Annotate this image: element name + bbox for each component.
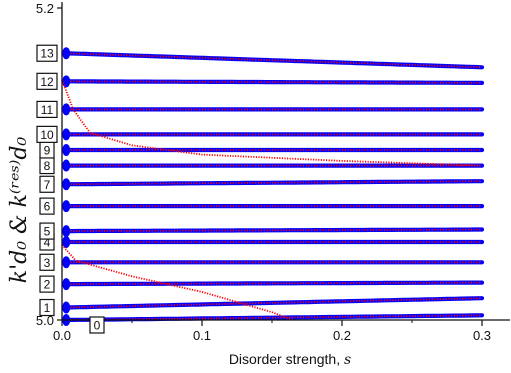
kprime-start-cluster-6 (62, 200, 71, 213)
y-axis-title: k'd₀ & k⁽ʳᵉˢ⁾d₀ (7, 137, 32, 284)
mode-label-box-10 (36, 125, 58, 143)
kprime-start-cluster-2 (62, 278, 71, 291)
kprime-start-cluster-9 (62, 143, 71, 156)
mode-label-box-0 (89, 316, 105, 334)
kprime-start-cluster-7 (62, 178, 71, 191)
mode-label-5: 5 (44, 225, 51, 239)
mode-label-11: 11 (41, 103, 54, 117)
kres-series-12 (64, 80, 482, 84)
mode-label-8: 8 (44, 159, 51, 173)
mode-label-0: 0 (94, 319, 101, 333)
kprime-start-cluster-5 (62, 225, 71, 238)
mode-label-3: 3 (44, 256, 51, 270)
kprime-start-cluster-13 (62, 47, 71, 60)
series-layer (61, 47, 485, 326)
x-tick-label-0.2: 0.2 (333, 328, 351, 343)
mode-label-2: 2 (44, 278, 51, 292)
mode-label-box-11 (36, 100, 58, 119)
kres-series-5 (64, 228, 482, 232)
mode-label-7: 7 (44, 178, 51, 192)
x-tick-label-0.3: 0.3 (473, 328, 491, 343)
x-tick-label-0.0: 0.0 (53, 328, 71, 343)
mode-label-1: 1 (44, 301, 51, 315)
mode-label-box-5 (39, 222, 55, 240)
mode-label-4: 4 (44, 236, 51, 250)
mode-label-6: 6 (44, 200, 51, 214)
mode-label-box-1 (39, 298, 55, 317)
y-tick-label-5.2: 5.2 (36, 1, 54, 16)
mode-label-box-7 (39, 175, 55, 193)
kprime-start-cluster-10 (62, 128, 71, 141)
mode-label-12: 12 (40, 75, 54, 89)
mode-label-box-13 (36, 44, 58, 62)
mode-label-box-2 (39, 275, 55, 293)
kprime-start-cluster-3 (62, 256, 71, 269)
x-axis-title: Disorder strength, s (229, 351, 351, 368)
x-tick-label-0.1: 0.1 (193, 328, 211, 343)
kprime-start-cluster-8 (62, 159, 71, 172)
mode-label-box-3 (39, 253, 55, 271)
kres-series-0 (64, 314, 483, 321)
axes-layer: 0.0 0.1 0.2 0.3 5.0 5.2 (36, 1, 510, 343)
y-tick-label-5.0: 5.0 (36, 313, 54, 328)
mode-label-10: 10 (40, 128, 54, 142)
kres-crossing-branch-0 (61, 244, 294, 321)
mode-label-9: 9 (44, 143, 51, 157)
kres-series-7 (64, 180, 482, 186)
mode-label-box-6 (39, 197, 55, 215)
kprime-start-cluster-4 (62, 236, 71, 248)
kprime-start-cluster-11 (62, 103, 71, 116)
mode-label-box-12 (36, 72, 58, 90)
kres-crossing-branch-1 (61, 79, 483, 167)
kres-series-2 (64, 281, 482, 285)
kres-series-1 (64, 297, 483, 309)
mode-label-13: 13 (40, 47, 54, 61)
kres-series-13 (64, 52, 483, 69)
kprime-start-cluster-12 (62, 75, 71, 88)
kprime-start-cluster-1 (62, 301, 71, 314)
